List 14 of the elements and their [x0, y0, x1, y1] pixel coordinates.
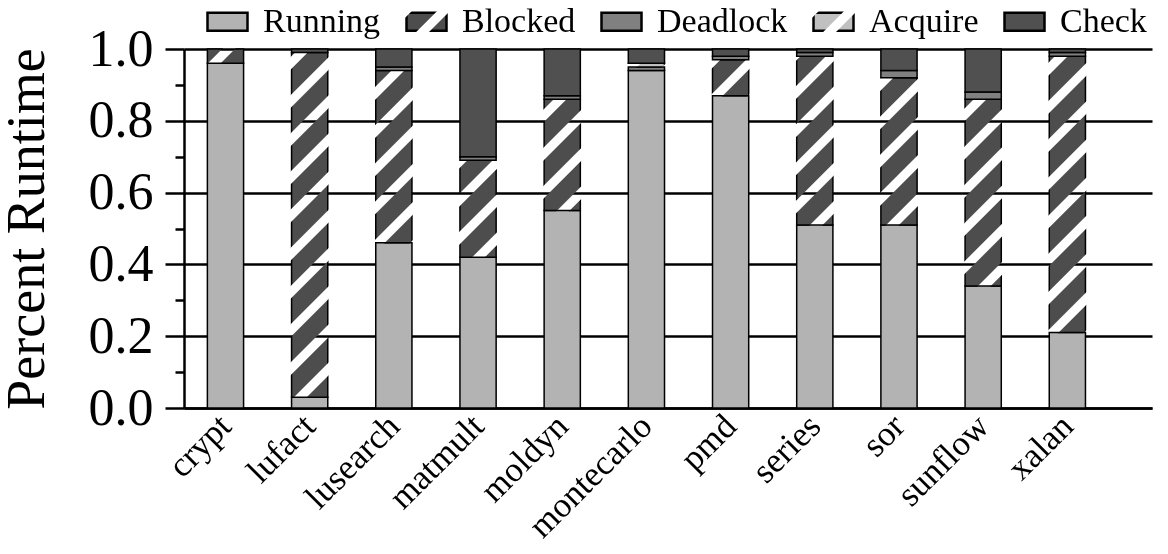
legend-label: Blocked — [462, 1, 576, 39]
y-tick-label: 0.6 — [88, 163, 154, 221]
x-tick-label: sor — [854, 406, 913, 465]
legend-label: Running — [263, 1, 381, 39]
legend-label: Acquire — [869, 1, 979, 39]
y-axis-title: Percent Runtime — [0, 48, 56, 410]
y-tick-label: 1.0 — [88, 19, 154, 77]
x-tick-label: crypt — [160, 406, 240, 485]
legend-label: Deadlock — [657, 1, 788, 39]
y-tick-label: 0.8 — [88, 91, 154, 149]
y-tick-label: 0.4 — [88, 234, 154, 292]
y-tick-label: 0.2 — [88, 306, 154, 364]
y-tick-label: 0.0 — [88, 378, 154, 436]
legend-label: Check — [1060, 1, 1147, 39]
